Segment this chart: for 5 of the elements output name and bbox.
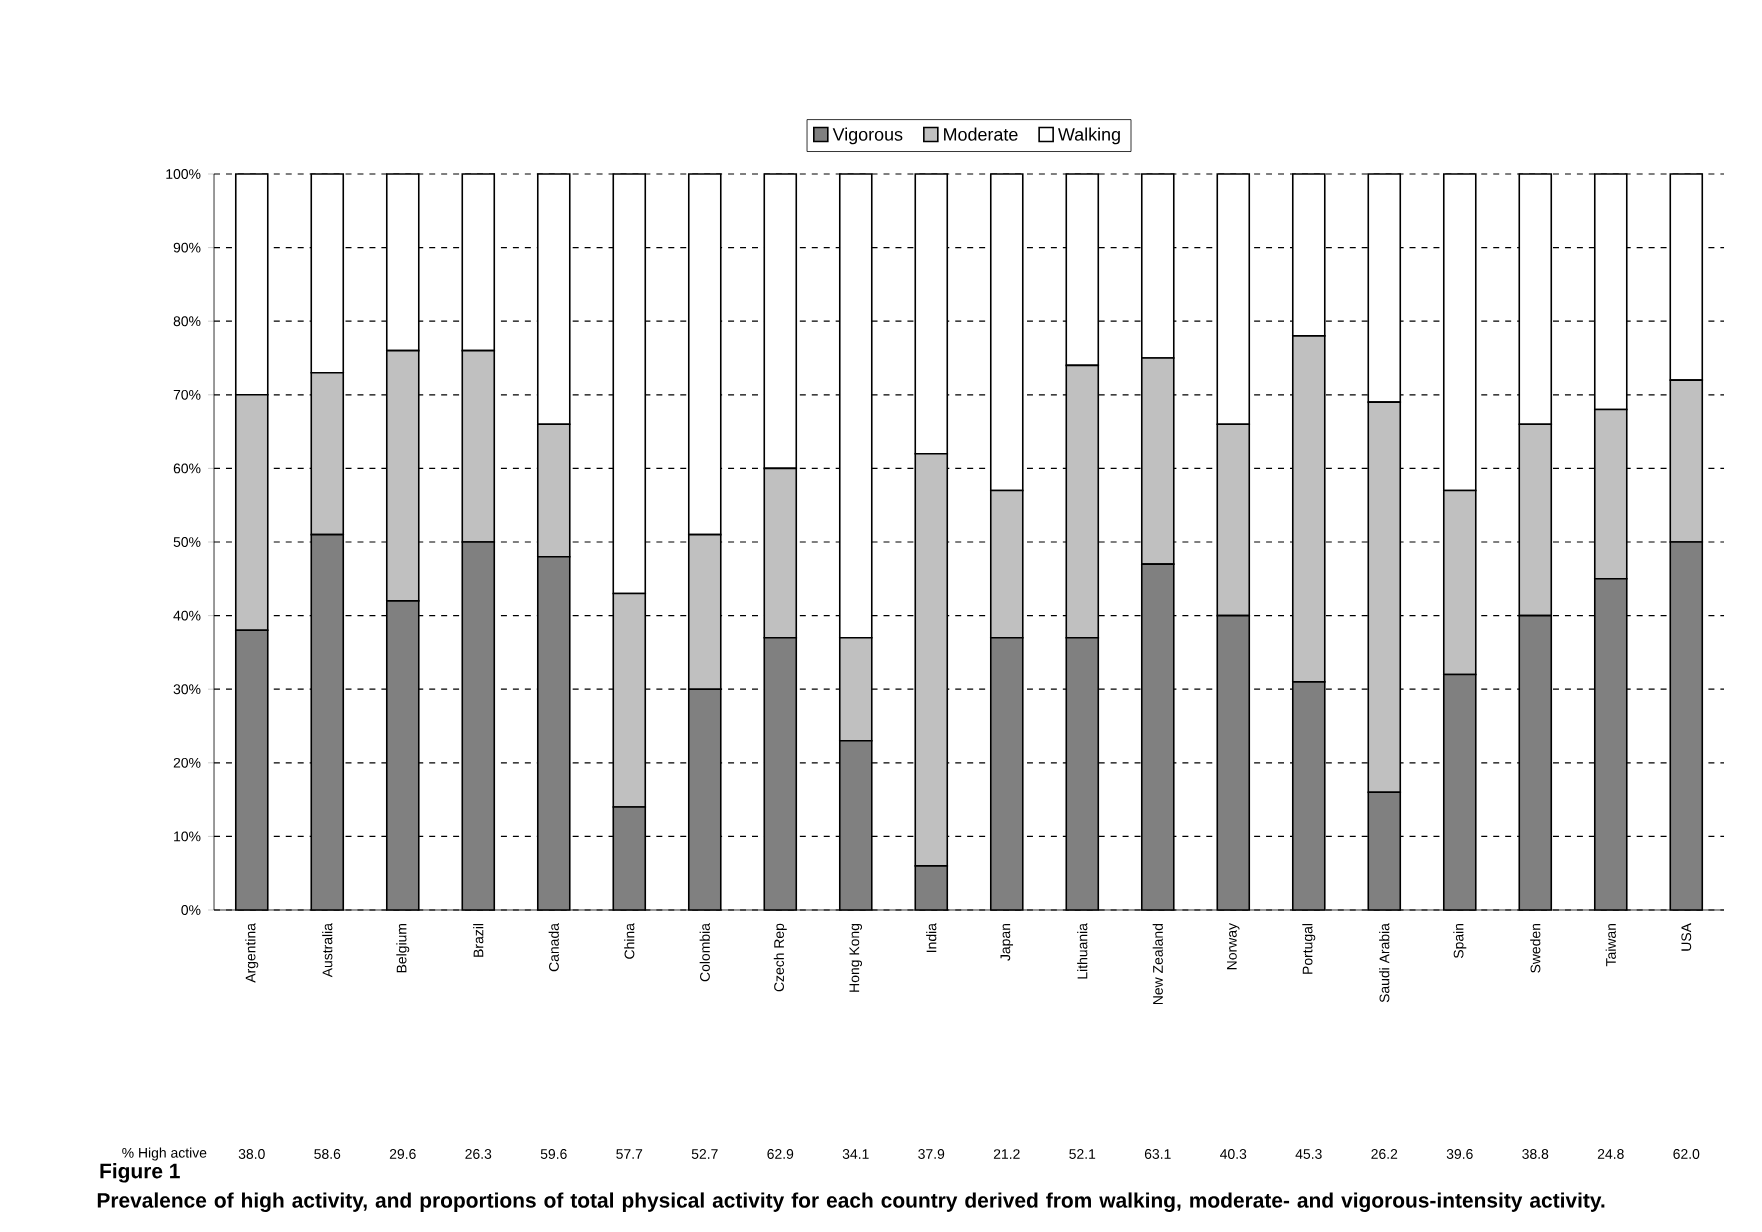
text: Figure 1 bbox=[100, 1163, 180, 1183]
legend-label: Moderate bbox=[944, 127, 1018, 141]
legend-label: Vigorous bbox=[832, 127, 903, 145]
text: Prevalence of high activity, and proportions of total physical activity for each country derived from walking, moderate- and vigorous-intensity activity. bbox=[97, 1192, 1605, 1212]
legend-label: Walking bbox=[1058, 127, 1120, 145]
